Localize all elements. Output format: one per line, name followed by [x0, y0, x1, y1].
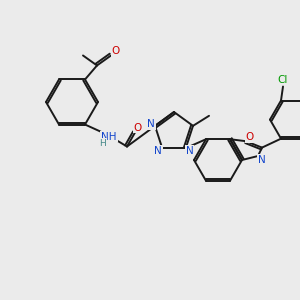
Text: O: O	[246, 132, 254, 142]
Text: Cl: Cl	[278, 75, 288, 85]
Text: N: N	[186, 146, 194, 156]
Text: N: N	[258, 155, 266, 165]
Text: O: O	[112, 46, 120, 56]
Text: O: O	[134, 122, 142, 133]
Text: NH: NH	[101, 131, 117, 142]
Text: N: N	[154, 146, 162, 156]
Text: N: N	[147, 119, 155, 129]
Text: H: H	[100, 139, 106, 148]
